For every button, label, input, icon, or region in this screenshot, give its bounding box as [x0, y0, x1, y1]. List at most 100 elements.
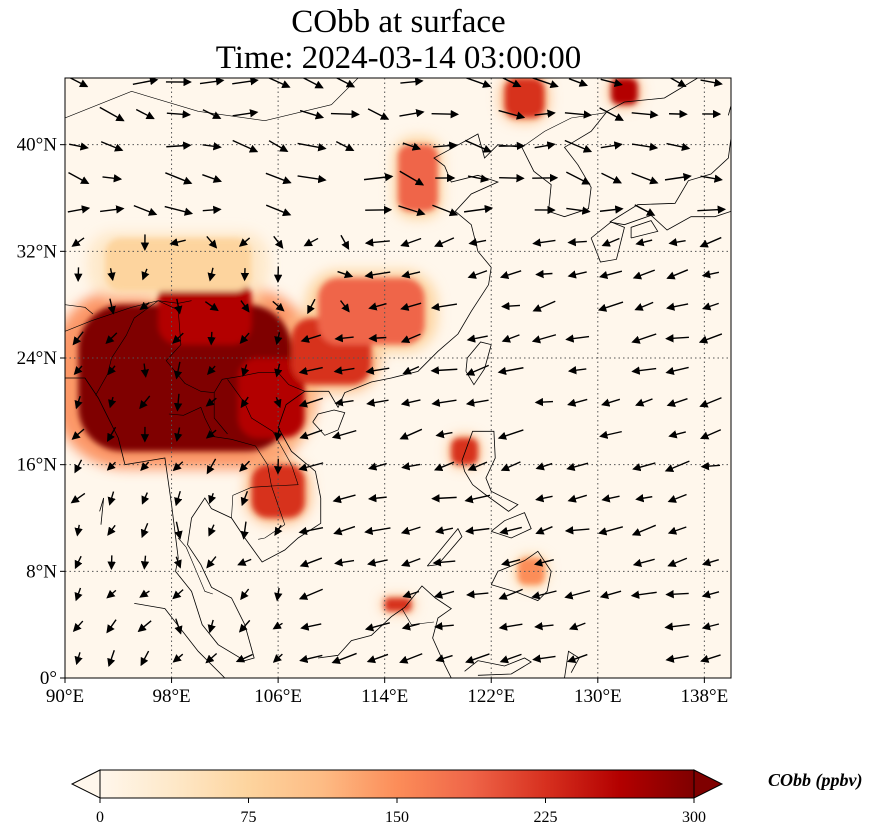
wind-arrow — [601, 494, 620, 503]
wind-arrow — [699, 236, 722, 248]
colorbar-extend-high — [693, 769, 724, 799]
coastline-segment — [590, 221, 625, 263]
wind-arrow — [232, 109, 259, 118]
wind-arrow — [74, 524, 83, 537]
wind-arrow — [631, 333, 657, 344]
lat-tick-label: 16°N — [17, 455, 58, 476]
wind-arrow — [298, 462, 324, 472]
wind-arrow — [599, 590, 622, 599]
wind-arrow — [566, 653, 588, 664]
wind-arrow — [273, 235, 284, 249]
wind-arrow — [107, 268, 116, 282]
wind-arrow — [274, 363, 283, 378]
wind-arrow — [165, 172, 193, 185]
wind-arrow — [402, 590, 420, 599]
wind-arrow — [202, 142, 222, 151]
wind-arrow — [205, 652, 218, 664]
wind-arrow — [535, 462, 553, 471]
wind-arrow — [206, 235, 218, 249]
wind-arrow — [105, 332, 118, 345]
coastline-segment — [312, 409, 346, 436]
wind-arrow — [106, 461, 116, 471]
wind-arrow — [274, 428, 283, 442]
coastline-segment — [318, 585, 452, 678]
concentration-patch — [451, 438, 478, 465]
wind-arrow — [497, 429, 524, 440]
wind-arrow — [332, 494, 356, 504]
colorbar-tick-label: 0 — [96, 809, 104, 826]
wind-arrow — [401, 557, 421, 567]
wind-arrow — [465, 526, 490, 535]
wind-arrow — [137, 620, 152, 633]
wind-arrow — [398, 205, 426, 216]
wind-arrow — [399, 428, 423, 440]
wind-arrow — [240, 300, 250, 313]
map-title-line-1: CObb at surface — [291, 4, 506, 40]
wind-arrow — [531, 334, 557, 344]
map-title-line-2: Time: 2024-03-14 03:00:00 — [215, 40, 582, 76]
wind-arrow — [173, 556, 182, 569]
wind-arrow — [598, 526, 624, 536]
wind-arrow — [535, 526, 553, 535]
concentration-patch — [398, 144, 438, 212]
lon-tick-label: 138°E — [681, 686, 729, 707]
wind-arrow — [74, 652, 83, 666]
wind-arrow — [565, 334, 590, 343]
wind-arrow — [499, 173, 525, 183]
coastline-segment — [461, 430, 519, 512]
wind-arrow — [69, 142, 89, 151]
wind-arrow — [567, 398, 588, 407]
wind-arrow — [399, 108, 425, 118]
wind-arrow — [174, 618, 183, 635]
wind-arrow — [432, 558, 456, 567]
wind-arrow — [567, 494, 587, 503]
wind-arrow — [73, 365, 83, 376]
wind-arrow — [140, 522, 149, 539]
colorbar: 0 75 150 225 300 — [70, 769, 724, 826]
wind-arrow — [205, 397, 217, 407]
wind-arrow — [272, 653, 283, 663]
wind-arrow — [431, 494, 457, 503]
wind-arrow — [600, 141, 623, 150]
wind-arrow — [634, 301, 654, 311]
wind-arrow — [74, 555, 83, 570]
wind-arrow — [132, 78, 159, 86]
colorbar-tick-label: 300 — [682, 809, 706, 826]
wind-arrow — [567, 366, 587, 375]
wind-arrow — [298, 588, 323, 600]
wind-arrow — [400, 78, 424, 86]
wind-arrow — [400, 333, 421, 344]
wind-arrow — [133, 204, 158, 216]
wind-arrow — [402, 142, 422, 151]
wind-arrow — [433, 590, 455, 599]
wind-arrow — [468, 238, 487, 247]
wind-arrow — [174, 490, 183, 507]
wind-arrow — [564, 590, 591, 600]
wind-arrow — [106, 589, 117, 599]
wind-arrow — [272, 621, 283, 630]
wind-arrow — [239, 460, 251, 472]
wind-arrow — [665, 302, 689, 311]
wind-arrow — [564, 110, 593, 119]
lon-tick-label: 90°E — [46, 686, 84, 707]
wind-arrow — [567, 237, 587, 247]
wind-arrow — [364, 526, 391, 536]
lon-tick-label: 114°E — [361, 686, 408, 707]
wind-arrow — [334, 398, 354, 407]
wind-arrow — [299, 429, 323, 440]
wind-arrow — [106, 426, 117, 443]
wind-arrow — [108, 396, 117, 409]
wind-arrow — [501, 558, 521, 567]
colorbar-label: CObb (ppbv) — [768, 770, 863, 790]
wind-arrow — [139, 589, 150, 598]
wind-arrow — [140, 555, 150, 570]
wind-arrow — [466, 590, 489, 599]
concentration-patch — [384, 598, 412, 612]
wind-arrow — [567, 270, 587, 279]
wind-arrow — [466, 334, 488, 343]
colorbar-gradient — [100, 770, 694, 798]
wind-arrow — [174, 298, 183, 315]
wind-arrow — [400, 398, 421, 407]
wind-arrow — [330, 110, 360, 119]
border-segment — [401, 608, 434, 625]
